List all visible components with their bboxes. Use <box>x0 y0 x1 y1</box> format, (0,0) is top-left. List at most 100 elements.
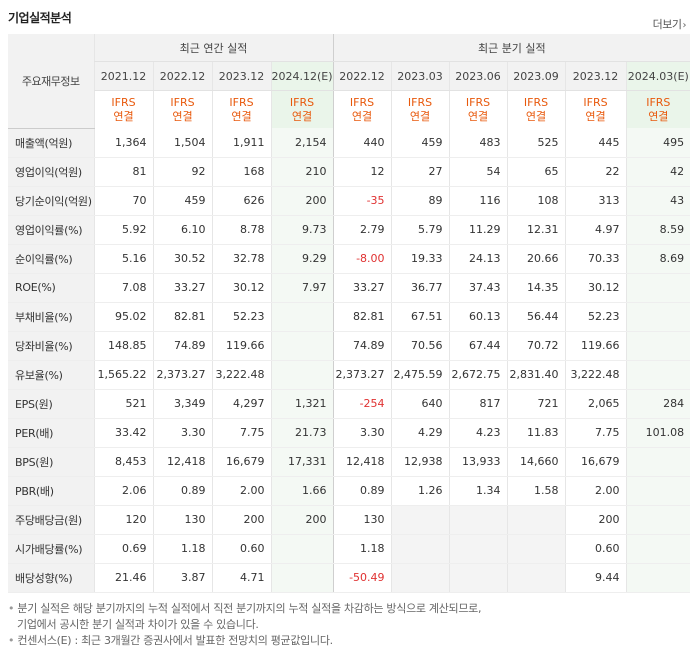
ifrs-label: IFRS 연결 <box>506 90 566 128</box>
ifrs-standard: IFRS <box>583 95 608 109</box>
table-cell: 74.89 <box>332 331 392 361</box>
ifrs-label: IFRS 연결 <box>152 90 212 128</box>
table-cell: 33.42 <box>93 418 153 448</box>
table-cell: 27 <box>390 157 450 187</box>
ifrs-consolidated: 연결 <box>231 109 252 123</box>
financial-table: 주요재무정보 최근 연간 실적 최근 분기 실적 2021.12 2022.12 2… <box>8 34 691 593</box>
table-cell: 67.44 <box>448 331 508 361</box>
period-header: 2023.03 <box>390 61 450 91</box>
period-header: 2023.09 <box>506 61 566 91</box>
table-cell: 1,565.22 <box>93 360 153 390</box>
period-header: 2023.12 <box>564 61 627 91</box>
row-label: PER(배) <box>8 418 94 448</box>
row-label: 시가배당률(%) <box>8 534 94 564</box>
table-cell: 9.44 <box>564 563 627 593</box>
ifrs-standard: IFRS <box>349 95 375 109</box>
row-label: PBR(배) <box>8 476 94 506</box>
table-cell: 14.35 <box>506 273 566 303</box>
table-cell: 8,453 <box>93 447 153 477</box>
table-cell: 210 <box>270 157 334 187</box>
chevron-right-icon: › <box>682 20 687 31</box>
ifrs-label: IFRS 연결 <box>564 90 627 128</box>
table-cell: 483 <box>448 128 508 158</box>
ifrs-label: IFRS 연결 <box>448 90 508 128</box>
table-cell: 3.87 <box>152 563 212 593</box>
table-cell: 3.30 <box>152 418 212 448</box>
table-cell: 9.73 <box>270 214 334 245</box>
table-row: 당좌비율(%) 148.85 74.89 119.66 74.89 70.56 67.44 7… <box>8 331 691 361</box>
table-cell: 7.75 <box>564 418 627 448</box>
table-cell: 2,672.75 <box>448 360 508 390</box>
table-cell: 52.23 <box>564 302 627 332</box>
table-cell: 7.97 <box>270 273 334 303</box>
table-cell: 20.66 <box>506 244 566 274</box>
table-cell <box>270 302 334 332</box>
table-cell: 65 <box>506 157 566 187</box>
ifrs-consolidated: 연결 <box>351 109 373 123</box>
table-cell: 445 <box>564 128 627 158</box>
table-cell: 8.78 <box>211 214 271 245</box>
table-row: PER(배) 33.42 3.30 7.75 21.73 3.30 4.29 4.23 11.8… <box>8 418 691 448</box>
table-cell: 92 <box>152 157 212 187</box>
table-cell: 3.30 <box>332 418 392 448</box>
row-label: BPS(원) <box>8 447 94 477</box>
table-cell <box>625 563 691 593</box>
table-row: 시가배당률(%) 0.69 1.18 0.60 1.18 0.60 <box>8 534 691 564</box>
quarter-group-header: 최근 분기 실적 <box>332 34 691 62</box>
table-cell: 89 <box>390 186 450 216</box>
table-cell: 200 <box>211 504 271 535</box>
table-cell <box>448 563 508 593</box>
ifrs-standard: IFRS <box>229 95 254 109</box>
ifrs-consolidated: 연결 <box>172 109 193 123</box>
table-cell <box>448 534 508 564</box>
table-cell: 12,418 <box>152 447 212 477</box>
table-cell: 626 <box>211 186 271 216</box>
table-cell: 101.08 <box>625 418 691 448</box>
table-cell: 16,679 <box>211 447 271 477</box>
period-header: 2022.12 <box>332 61 392 91</box>
ifrs-consolidated: 연결 <box>409 109 431 123</box>
table-row: EPS(원) 521 3,349 4,297 1,321 -254 640 817 721 2,0… <box>8 388 691 419</box>
table-cell: 1.18 <box>332 534 392 564</box>
table-cell <box>270 360 334 390</box>
ifrs-consolidated: 연결 <box>291 109 313 123</box>
ifrs-label: IFRS 연결 <box>390 90 450 128</box>
table-cell: 8.69 <box>625 244 691 274</box>
row-label: 순이익률(%) <box>8 244 94 274</box>
table-cell: 9.29 <box>270 244 334 274</box>
table-cell <box>625 447 691 477</box>
footnote-2: • 컨센서스(E) : 최근 3개월간 증권사에서 발표한 전망치의 평균값입니… <box>8 634 333 647</box>
table-cell: 11.83 <box>506 418 566 448</box>
period-header: 2024.03(E) <box>625 61 691 91</box>
more-link[interactable]: 더보기› <box>652 16 687 32</box>
table-cell: 82.81 <box>332 302 392 332</box>
table-row: 영업이익률(%) 5.92 6.10 8.78 9.73 2.79 5.79 11.29 12.… <box>8 214 691 245</box>
table-cell: 56.44 <box>506 302 566 332</box>
table-row: 배당성향(%) 21.46 3.87 4.71 -50.49 9.44 <box>8 563 691 593</box>
ifrs-consolidated: 연결 <box>525 109 547 123</box>
ifrs-standard: IFRS <box>289 95 315 109</box>
table-cell: 4.29 <box>390 418 450 448</box>
table-cell: -35 <box>332 186 392 216</box>
table-cell: -254 <box>332 388 392 419</box>
ifrs-label: IFRS 연결 <box>332 90 392 128</box>
table-cell: 459 <box>390 128 450 158</box>
table-row: 순이익률(%) 5.16 30.52 32.78 9.29 -8.00 19.33 24.13… <box>8 244 691 274</box>
table-cell <box>506 504 566 535</box>
table-cell: 6.10 <box>152 214 212 245</box>
table-cell: 116 <box>448 186 508 216</box>
ifrs-standard: IFRS <box>523 95 549 109</box>
table-cell: 74.89 <box>152 331 212 361</box>
table-cell: 42 <box>625 157 691 187</box>
table-cell: 54 <box>448 157 508 187</box>
more-link-label[interactable]: 더보기 <box>652 18 682 31</box>
table-cell <box>625 476 691 506</box>
table-cell: 8.59 <box>625 214 691 245</box>
table-cell: 2.79 <box>332 214 392 245</box>
table-cell: 721 <box>506 388 566 419</box>
table-cell: 817 <box>448 388 508 419</box>
table-cell: 32.78 <box>211 244 271 274</box>
table-cell: 12,418 <box>332 447 392 477</box>
table-cell: 1.18 <box>152 534 212 564</box>
table-cell <box>625 302 691 332</box>
